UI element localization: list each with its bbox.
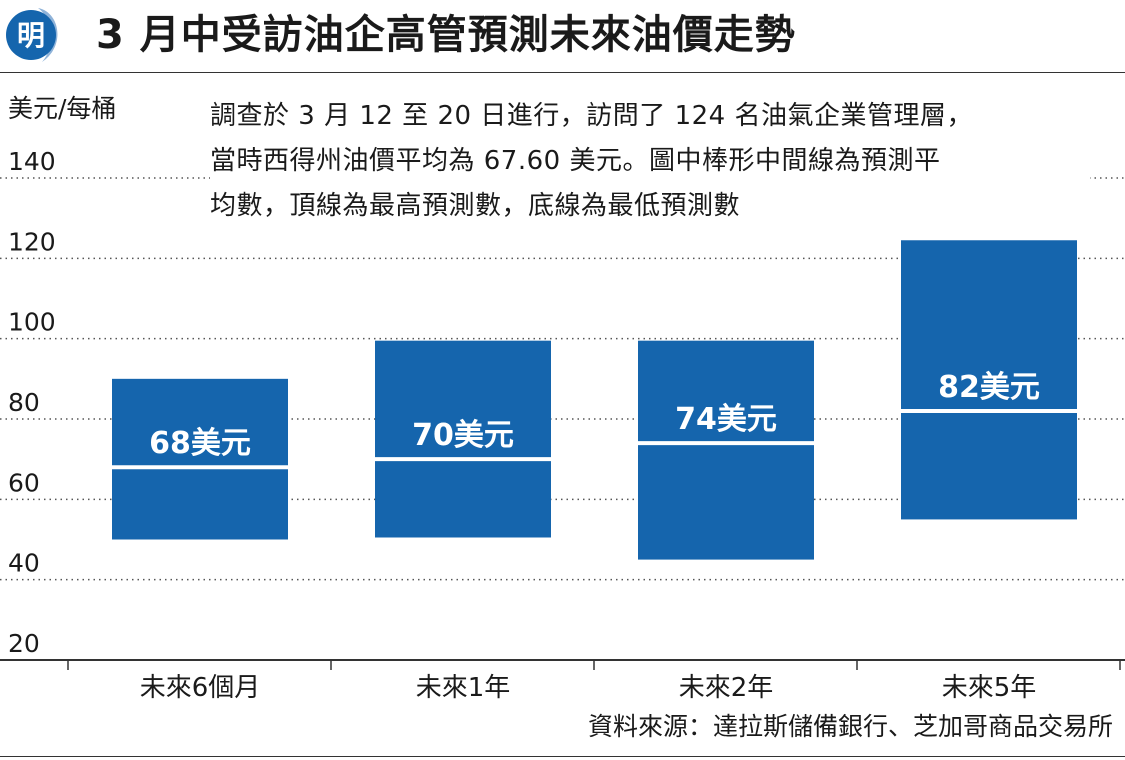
logo-swoosh (38, 8, 58, 62)
x-category-label: 未來6個月 (140, 673, 261, 703)
forecast-bar (638, 340, 814, 560)
note-line: 調查於 3 月 12 至 20 日進行，訪問了 124 名油氣企業管理層， (210, 101, 973, 131)
y-tick-label: 60 (8, 468, 40, 497)
y-tick-label: 140 (8, 147, 56, 176)
ming-pao-logo: 明 (6, 8, 58, 62)
data-label: 70美元 (412, 418, 514, 453)
y-tick-label: 80 (8, 388, 40, 417)
forecast-bar (901, 240, 1077, 520)
x-category-label: 未來5年 (942, 673, 1037, 703)
title-divider (0, 72, 1125, 73)
chart-title: 3 月中受訪油企高管預測未來油價走勢 (96, 12, 796, 58)
note-line: 當時西得州油價平均為 67.60 美元。圖中棒形中間線為預測平 (210, 146, 941, 176)
y-axis-unit-label: 美元/每桶 (8, 94, 117, 123)
y-tick-label: 120 (8, 227, 56, 256)
logo-circle (6, 10, 56, 60)
forecast-bar (375, 340, 551, 538)
data-label: 68美元 (149, 426, 251, 461)
y-tick-label: 40 (8, 549, 40, 578)
source-note: 資料來源：達拉斯儲備銀行、芝加哥商品交易所 (587, 712, 1113, 741)
note-line: 均數，頂線為最高預測數，底線為最低預測數 (210, 191, 741, 221)
y-tick-label: 20 (8, 629, 40, 658)
data-label: 74美元 (675, 402, 777, 437)
chart-note: 調查於 3 月 12 至 20 日進行，訪問了 124 名油氣企業管理層， 當時… (210, 94, 1090, 229)
x-category-label: 未來1年 (416, 673, 511, 703)
footer-divider (0, 756, 1125, 757)
y-tick-label: 100 (8, 308, 56, 337)
logo-character: 明 (17, 19, 45, 52)
x-category-label: 未來2年 (679, 673, 774, 703)
data-label: 82美元 (938, 370, 1040, 405)
forecast-bar (112, 378, 288, 540)
